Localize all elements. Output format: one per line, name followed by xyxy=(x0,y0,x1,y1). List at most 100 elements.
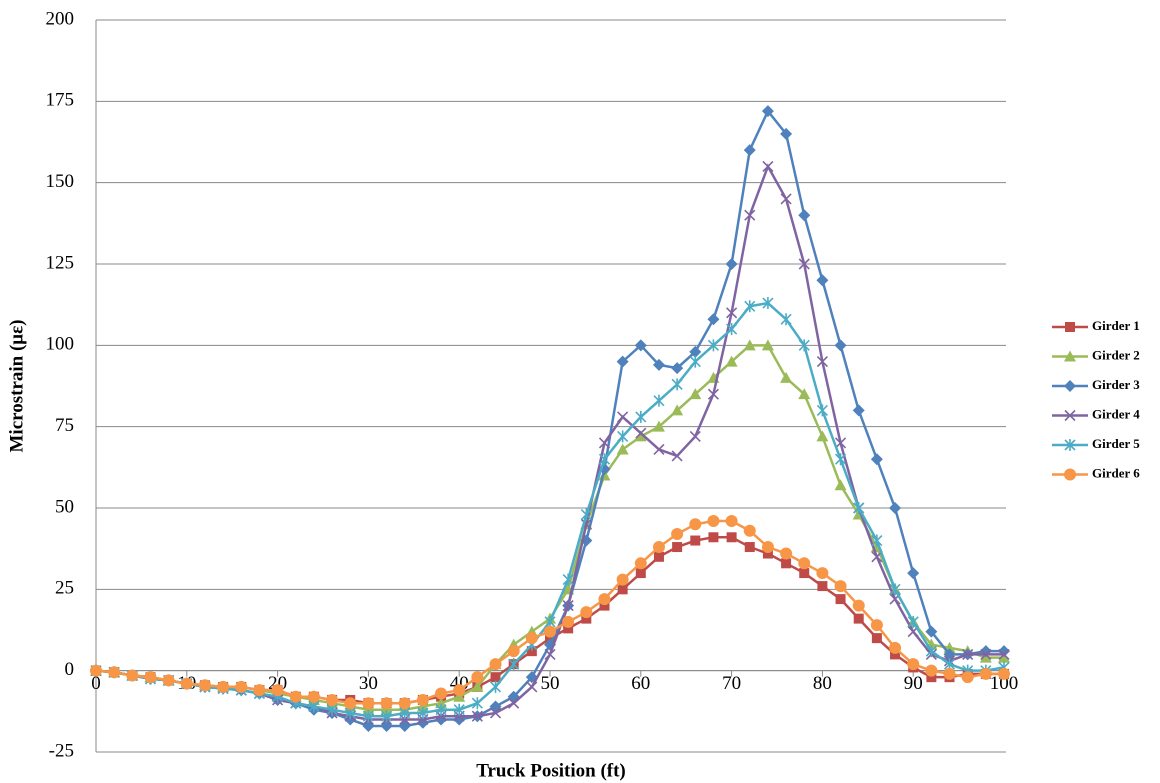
marker xyxy=(180,677,193,690)
marker xyxy=(798,339,810,352)
marker xyxy=(198,679,211,692)
x-tick-label: 100 xyxy=(990,673,1019,694)
marker xyxy=(853,613,864,624)
marker xyxy=(362,697,375,710)
marker xyxy=(362,710,374,723)
y-tick-label: 150 xyxy=(46,171,75,192)
marker xyxy=(962,648,974,660)
marker xyxy=(816,274,829,287)
marker xyxy=(598,593,611,606)
marker xyxy=(508,697,520,709)
x-tick-label: 30 xyxy=(359,673,378,694)
x-tick-label: 90 xyxy=(904,673,923,694)
marker xyxy=(580,606,593,619)
x-tick-label: 0 xyxy=(91,673,101,694)
series xyxy=(90,339,1010,715)
marker xyxy=(852,599,865,612)
marker xyxy=(889,502,902,514)
marker xyxy=(545,633,555,644)
marker xyxy=(417,706,429,719)
marker xyxy=(634,430,647,442)
marker xyxy=(744,209,756,221)
y-tick-label: 75 xyxy=(55,415,74,436)
marker xyxy=(653,443,665,456)
marker xyxy=(834,479,847,491)
marker xyxy=(617,584,628,595)
marker xyxy=(326,693,339,706)
marker xyxy=(416,700,429,712)
marker xyxy=(725,355,738,367)
marker xyxy=(979,651,992,663)
marker xyxy=(671,528,684,541)
marker xyxy=(580,508,592,521)
marker xyxy=(126,669,139,682)
marker xyxy=(617,411,629,423)
marker xyxy=(617,430,629,443)
marker xyxy=(453,684,466,697)
marker xyxy=(217,680,230,693)
marker xyxy=(581,613,592,624)
marker xyxy=(761,339,774,351)
marker xyxy=(108,666,121,679)
marker xyxy=(634,339,647,352)
marker xyxy=(689,518,702,531)
marker xyxy=(562,615,575,628)
marker xyxy=(690,535,701,546)
marker xyxy=(652,420,665,432)
marker xyxy=(998,667,1010,680)
marker xyxy=(870,453,883,466)
marker xyxy=(362,703,375,715)
y-axis-title: Microstrain (με) xyxy=(6,319,27,452)
marker xyxy=(634,557,647,570)
marker xyxy=(1064,439,1076,451)
marker xyxy=(652,358,665,371)
marker xyxy=(672,542,683,553)
marker xyxy=(689,430,701,442)
marker xyxy=(1064,468,1076,481)
marker xyxy=(907,615,919,628)
marker xyxy=(671,450,683,462)
y-tick-label: 175 xyxy=(46,90,75,111)
marker xyxy=(598,437,611,449)
marker xyxy=(743,524,756,537)
marker xyxy=(979,667,992,680)
marker xyxy=(490,672,501,683)
marker xyxy=(526,646,537,657)
marker xyxy=(780,193,792,205)
marker xyxy=(471,680,484,692)
marker xyxy=(889,583,901,596)
marker xyxy=(871,534,883,547)
marker xyxy=(708,532,719,543)
marker xyxy=(289,690,302,703)
y-tick-label: -25 xyxy=(49,740,74,761)
marker xyxy=(762,548,773,559)
y-tick-label: 50 xyxy=(55,496,74,517)
marker xyxy=(544,648,556,660)
marker xyxy=(525,632,538,645)
marker xyxy=(471,671,484,684)
marker xyxy=(653,551,664,562)
marker xyxy=(453,703,465,716)
marker xyxy=(871,551,883,563)
marker xyxy=(271,684,284,697)
marker xyxy=(780,313,792,326)
marker xyxy=(925,664,938,677)
marker xyxy=(1064,380,1076,392)
marker xyxy=(799,568,810,579)
legend-label: Girder 4 xyxy=(1092,406,1140,421)
marker xyxy=(980,648,992,660)
marker xyxy=(253,684,266,697)
marker xyxy=(726,532,737,543)
marker xyxy=(889,641,902,654)
marker xyxy=(689,345,702,358)
marker xyxy=(1064,409,1076,422)
marker xyxy=(616,355,629,368)
y-tick-label: 200 xyxy=(46,8,75,29)
marker xyxy=(780,371,793,383)
series xyxy=(90,515,1010,710)
marker xyxy=(707,388,720,400)
marker xyxy=(544,625,556,638)
marker xyxy=(834,339,847,352)
marker xyxy=(235,680,248,693)
marker xyxy=(707,313,720,326)
